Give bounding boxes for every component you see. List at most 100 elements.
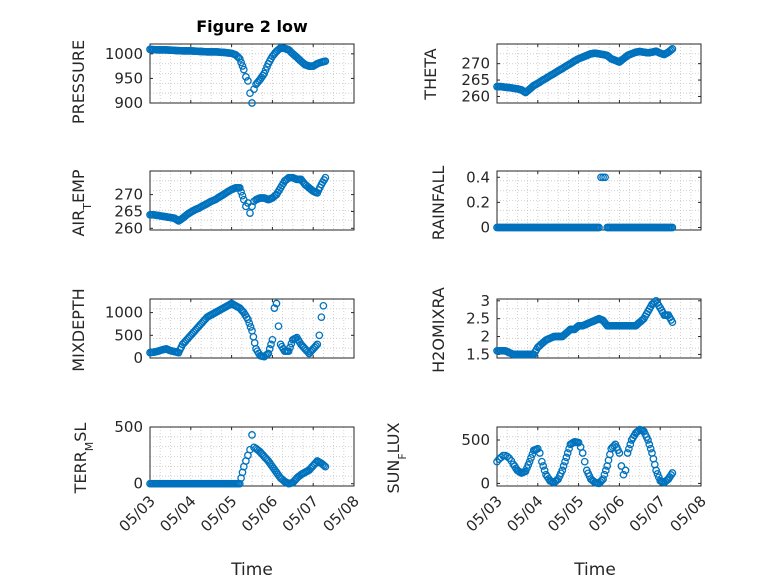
x-tick-label: 05/04 [503, 492, 546, 535]
y-tick-label: 260 [114, 219, 143, 237]
data-point [559, 462, 568, 470]
y-tick-label: 265 [461, 71, 490, 89]
x-tick-label: 05/03 [463, 492, 506, 535]
y-tick-label: 1000 [105, 45, 143, 63]
data-point [646, 444, 655, 453]
data-point [321, 462, 330, 471]
data-point [653, 470, 662, 478]
data-point [265, 345, 274, 353]
data-point [248, 431, 256, 439]
data-point [238, 62, 247, 70]
data-point [668, 223, 677, 232]
data-point [645, 440, 654, 449]
data-point [246, 209, 254, 217]
data-point [312, 342, 320, 350]
data-point [237, 187, 245, 196]
y-tick-label: 500 [114, 326, 143, 344]
x-tick-label: 05/07 [626, 492, 669, 535]
data-point [625, 444, 633, 453]
data-point [539, 462, 548, 470]
data-point [533, 444, 542, 453]
pressure-plot: PRESSURE 900 950 1000 [69, 40, 355, 124]
y-tick-label: 0 [480, 474, 490, 492]
data-point [525, 457, 534, 466]
data-point [244, 77, 252, 85]
data-point [245, 319, 254, 328]
data-point [563, 449, 572, 457]
data-point [235, 184, 244, 192]
y-tick-label: 2 [480, 328, 490, 346]
axes-box [149, 43, 355, 104]
data-point [561, 457, 569, 466]
terr-msl-plot: TERRMSL Time 05/0305/0405/0505/0605/0705… [71, 418, 363, 580]
data-point [286, 343, 294, 352]
data-point [319, 301, 328, 310]
y-tick-label: 2.5 [466, 310, 490, 328]
y-tick-label: 1.5 [466, 345, 490, 363]
data-point [668, 45, 677, 53]
data-point [267, 340, 275, 349]
data-point [540, 466, 549, 475]
y-axis-label: MIXDEPTH [69, 288, 88, 371]
data-point [242, 73, 250, 81]
y-tick-label: 270 [114, 186, 143, 204]
y-axis-label: TERRMSL [71, 423, 96, 495]
axes-box [496, 43, 702, 104]
x-tick-label: 05/08 [320, 492, 363, 535]
y-tick-label: 0 [480, 218, 490, 236]
data-point [239, 65, 248, 74]
data-point [321, 57, 330, 66]
y-tick-label: 500 [114, 418, 143, 436]
data-point [535, 449, 544, 457]
mixdepth-plot: MIXDEPTH 0 500 1000 [69, 288, 355, 372]
data-point [244, 315, 252, 324]
x-tick-label: 05/05 [197, 492, 240, 535]
y-tick-label: 0 [133, 475, 143, 493]
data-point [321, 173, 330, 182]
data-point [601, 466, 610, 475]
data-point [246, 323, 255, 331]
data-point [599, 475, 607, 483]
data-point [284, 347, 293, 356]
data-point [248, 99, 256, 107]
x-tick-label: 05/06 [585, 492, 628, 535]
y-tick-label: 3 [480, 292, 490, 310]
data-point [617, 462, 626, 470]
y-tick-label: 950 [114, 69, 143, 87]
axes-box [496, 298, 702, 359]
data-point [619, 470, 628, 479]
data-point [274, 322, 283, 331]
axes-box [149, 170, 355, 231]
y-axis-label: RAINFALL [429, 166, 448, 241]
x-tick-label: 05/07 [279, 492, 322, 535]
y-tick-label: 0.2 [466, 193, 490, 211]
data-point [246, 89, 254, 98]
x-tick-label: 05/06 [238, 492, 281, 535]
data-point [317, 313, 326, 322]
data-point [264, 349, 273, 358]
y-tick-label: 260 [461, 87, 490, 105]
y-tick-label: 1000 [105, 304, 143, 322]
data-point [668, 318, 677, 327]
sun-flux-plot: SUNFLUX Time 05/0305/0405/0505/0605/0705… [384, 422, 710, 580]
data-point [268, 335, 277, 344]
data-point [574, 438, 583, 447]
x-tick-label: 05/03 [116, 492, 159, 535]
data-point [668, 469, 677, 477]
data-point [626, 440, 635, 449]
data-point [623, 449, 632, 457]
y-tick-label: 265 [114, 202, 143, 220]
data-point [601, 173, 609, 182]
chart-title: Figure 2 low [196, 17, 308, 36]
x-axis-label: Time [573, 560, 616, 580]
data-point [578, 449, 587, 457]
x-axis-label: Time [230, 560, 273, 580]
data-point [667, 46, 675, 54]
data-point [558, 466, 567, 475]
axes-box [149, 298, 355, 359]
data-point [652, 466, 660, 475]
y-axis-label: SUNFLUX [384, 422, 409, 493]
